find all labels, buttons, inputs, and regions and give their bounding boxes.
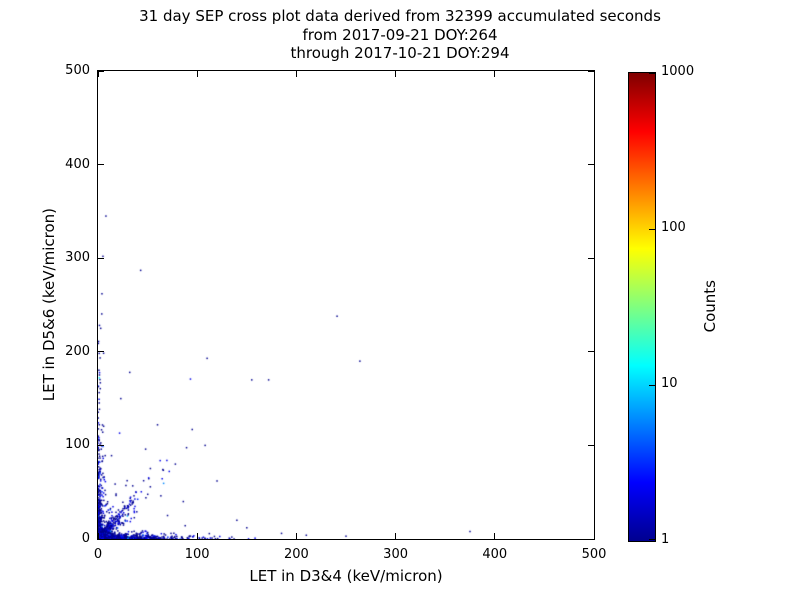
colorbar-label-container: Counts [700,72,720,540]
scatter-points-canvas [98,71,594,539]
y-tick-mark [588,164,594,166]
y-tick-mark [588,257,594,259]
plot-area [97,70,595,540]
y-tick-mark [588,538,594,540]
x-tick-mark [395,71,397,77]
x-tick-mark [295,533,297,539]
y-tick-mark [98,70,104,72]
x-tick-mark [196,71,198,77]
y-tick-label: 0 [81,531,90,546]
y-tick-label: 300 [65,250,90,266]
x-tick-mark [494,71,496,77]
colorbar-tick-label: 1000 [661,64,695,79]
colorbar-label: Counts [701,279,719,333]
x-tick-mark [97,533,99,539]
y-tick-label: 500 [65,63,90,78]
colorbar-tick-label: 10 [661,376,678,391]
x-tick-label: 500 [581,547,607,562]
x-tick-mark [395,533,397,539]
chart-title-line-3: through 2017-10-21 DOY:294 [290,44,510,62]
y-tick-mark [98,164,104,166]
y-axis-label: LET in D5&6 (keV/micron) [40,208,58,402]
y-tick-mark [588,70,594,72]
x-tick-mark [295,71,297,77]
y-tick-mark [588,351,594,353]
colorbar-tick-mark [649,73,655,74]
x-tick-mark [593,533,595,539]
y-tick-label: 100 [65,437,90,453]
x-tick-label: 0 [93,547,103,562]
y-tick-label: 400 [65,156,90,172]
colorbar-tick-mark [649,384,655,386]
y-tick-mark [98,351,104,353]
colorbar-tick-label: 1 [661,532,670,547]
colorbar-tick-label: 100 [661,220,686,235]
x-axis-label: LET in D3&4 (keV/micron) [249,567,443,585]
y-tick-mark [98,444,104,446]
x-tick-label: 300 [383,547,408,562]
colorbar-gradient [628,72,656,542]
x-tick-label: 100 [184,547,210,562]
y-tick-mark [98,257,104,259]
y-axis-label-container: LET in D5&6 (keV/micron) [38,70,60,540]
x-tick-label: 200 [283,547,309,562]
x-tick-mark [494,533,496,539]
x-tick-mark [97,71,99,77]
y-tick-mark [98,538,104,540]
colorbar-tick-mark [649,539,655,540]
chart-title-line-2: from 2017-09-21 DOY:264 [302,26,498,44]
colorbar-tick-mark [649,228,655,230]
y-tick-label: 200 [65,343,90,359]
x-tick-label: 400 [482,547,508,562]
x-tick-mark [196,533,198,539]
chart-title-line-1: 31 day SEP cross plot data derived from … [139,7,661,25]
x-tick-mark [593,71,595,77]
y-tick-mark [588,444,594,446]
